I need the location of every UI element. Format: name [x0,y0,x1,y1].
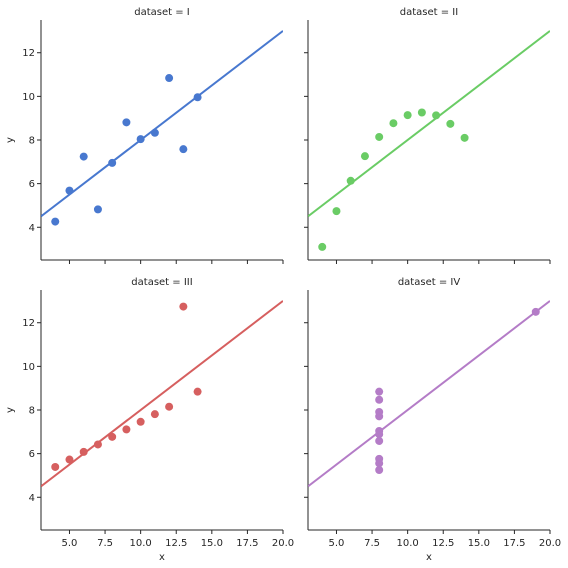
x-tick-label: 5.0 [329,538,345,549]
data-point [375,132,384,141]
data-point [375,466,384,474]
x-tick-label: 20.0 [539,538,561,549]
data-point [179,145,188,154]
panel-1: dataset = I 4 6 8 10 12 y [5,7,284,264]
x-tick-label: 15.0 [468,538,490,549]
panel-3: dataset = III 4 6 8 10 12 5.0 7.5 10.0 12.5 15.0 17… [5,277,294,563]
panel-title: dataset = I [134,7,190,18]
data-point [136,135,145,144]
data-point [375,430,384,439]
data-point [108,432,117,441]
data-point [432,111,441,120]
data-point [375,436,384,445]
data-point [79,447,88,456]
data-point [179,302,188,311]
panel-2: dataset = II [304,7,551,264]
data-point [136,417,145,426]
data-point [531,307,540,316]
regression-line [308,30,550,218]
data-point [375,387,384,396]
data-point [403,111,412,120]
panel-title: dataset = III [131,277,192,288]
x-axis-label: x [159,552,165,563]
y-axis-label: y [5,137,16,143]
data-point [318,242,327,251]
regression-line [41,30,283,218]
y-tick-label: 6 [29,179,35,190]
data-point [375,459,384,468]
data-point [93,205,102,214]
data-point [122,425,131,434]
data-point [65,186,74,195]
data-point [417,108,426,117]
y-tick-label: 6 [29,449,35,460]
y-tick-label: 10 [22,362,35,373]
x-tick-label: 10.0 [397,538,419,549]
data-point [360,152,369,161]
data-point [51,462,60,471]
panel-title: dataset = II [400,7,458,18]
x-tick-label: 10.0 [130,538,152,549]
y-tick-label: 4 [29,223,35,234]
data-point [51,217,60,226]
data-point [332,207,341,216]
x-tick-label: 12.5 [432,538,454,549]
data-point [375,407,384,416]
x-tick-label: 5.0 [62,538,78,549]
data-point [65,455,74,464]
regression-line [41,300,283,488]
x-tick-label: 7.5 [97,538,113,549]
x-axis-label: x [426,552,432,563]
x-tick-label: 20.0 [272,538,294,549]
data-point [389,119,398,128]
y-tick-label: 12 [22,318,35,329]
regression-line [308,300,550,488]
y-tick-label: 12 [22,48,35,59]
x-tick-label: 17.5 [503,538,525,549]
y-tick-label: 8 [29,136,35,147]
data-point [165,402,174,411]
data-point [150,410,159,419]
data-point [460,133,469,142]
data-point [122,118,131,127]
data-point [346,176,355,185]
y-axis-label: y [5,407,16,413]
panel-title: dataset = IV [398,277,460,288]
data-point [193,93,202,102]
data-point [165,74,174,83]
data-point [446,119,455,128]
y-tick-label: 4 [29,493,35,504]
panel-4: dataset = IV 5.0 7.5 10.0 12.5 15.0 17.5 20.0 x [304,277,561,563]
x-tick-label: 7.5 [364,538,380,549]
data-point [375,395,384,404]
data-point [108,158,117,167]
data-point [79,152,88,161]
y-tick-label: 8 [29,406,35,417]
x-tick-label: 12.5 [165,538,187,549]
data-point [93,440,102,449]
data-point [193,387,202,396]
x-tick-label: 15.0 [201,538,223,549]
y-tick-label: 10 [22,92,35,103]
x-tick-label: 17.5 [236,538,258,549]
data-point [150,128,159,137]
